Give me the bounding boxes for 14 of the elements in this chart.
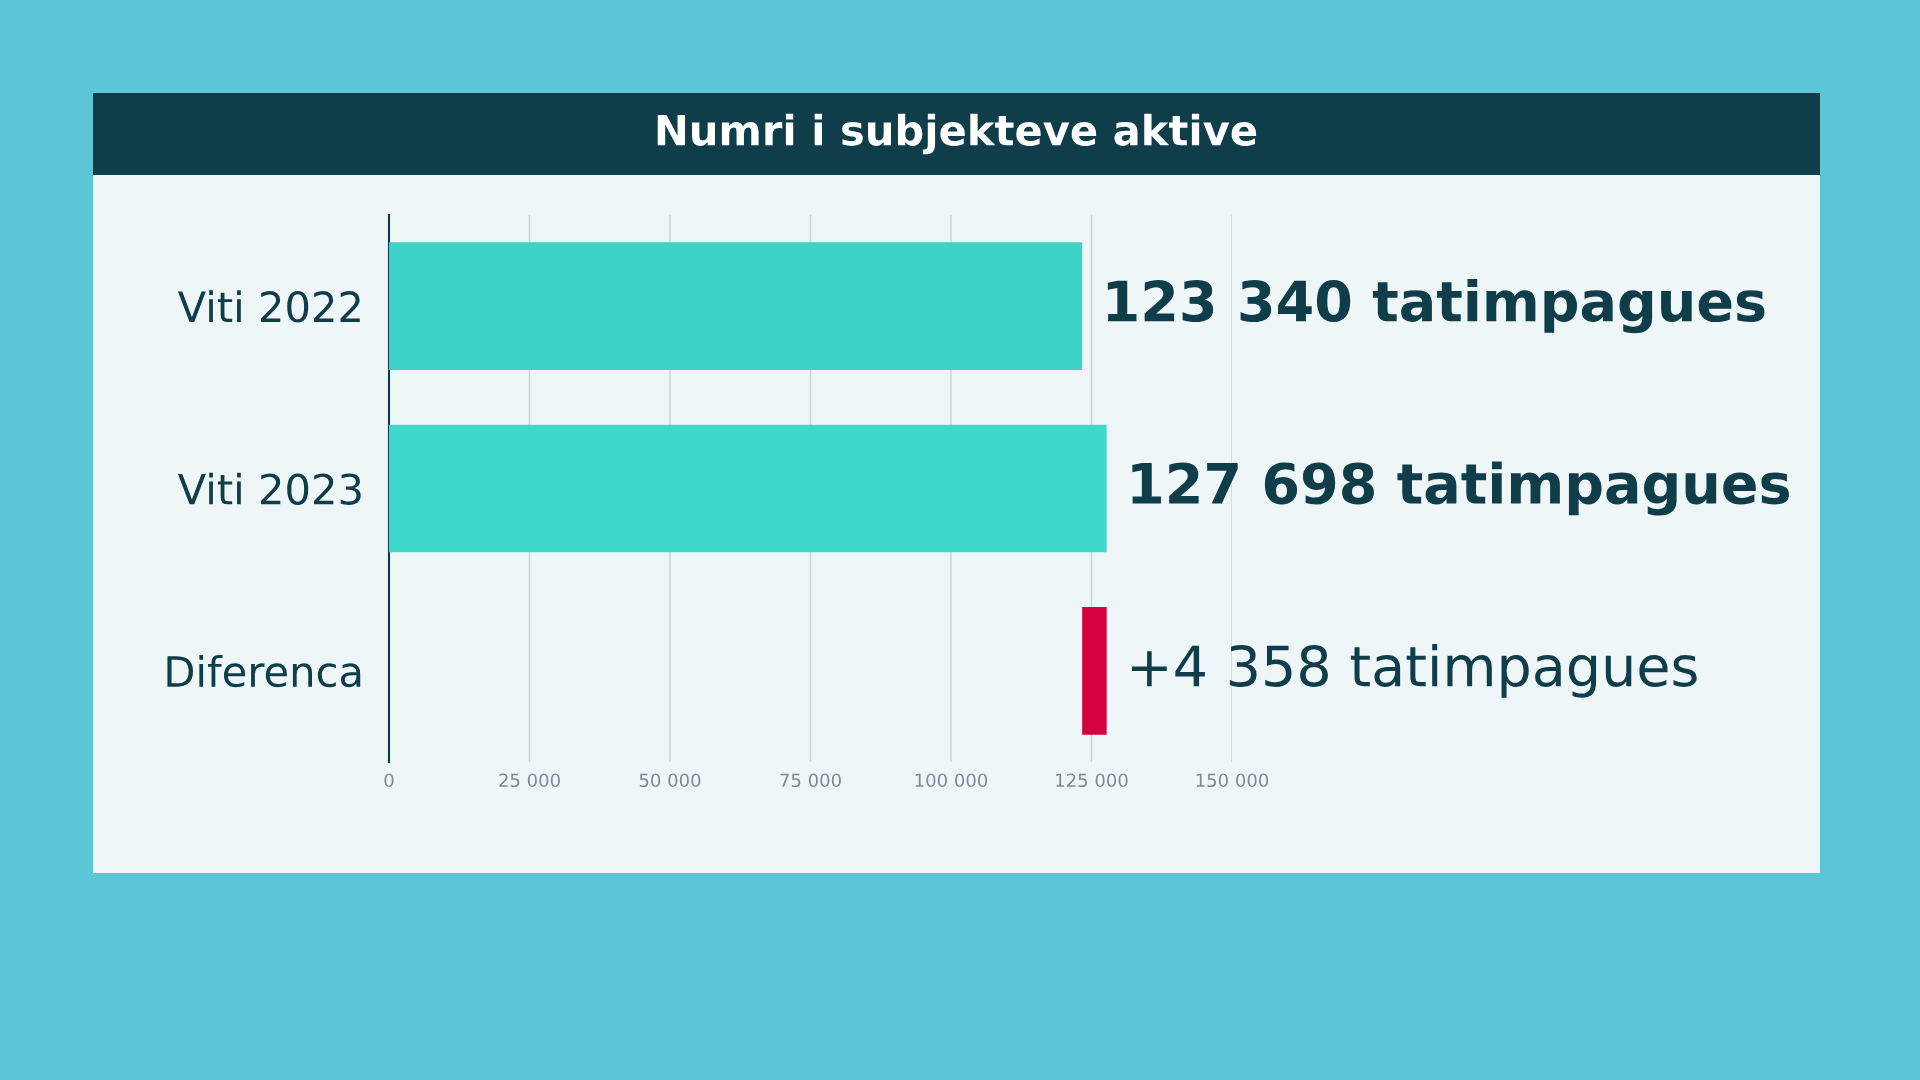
x-tick-label: 100 000 [915, 773, 988, 788]
x-tick-label: 75 000 [780, 773, 841, 788]
chart-title: Numri i subjekteve aktive [657, 113, 1257, 155]
data-label: +4 358 tatimpagues [1131, 643, 1697, 698]
x-tick-label: 50 000 [639, 773, 701, 788]
y-tick-label: Viti 2022 [177, 290, 360, 323]
x-tick-label: 0 [384, 773, 394, 788]
data-label: 127 698 tatimpagues [1132, 461, 1789, 516]
y-tick-label: Diferenca [167, 655, 361, 688]
data-label: 123 340 tatimpagues [1107, 279, 1765, 334]
x-tick-label: 25 000 [499, 773, 560, 788]
x-tick-label: 125 000 [1056, 773, 1128, 788]
x-tick-label: 150 000 [1196, 773, 1269, 788]
y-tick-label: Viti 2023 [177, 472, 361, 505]
